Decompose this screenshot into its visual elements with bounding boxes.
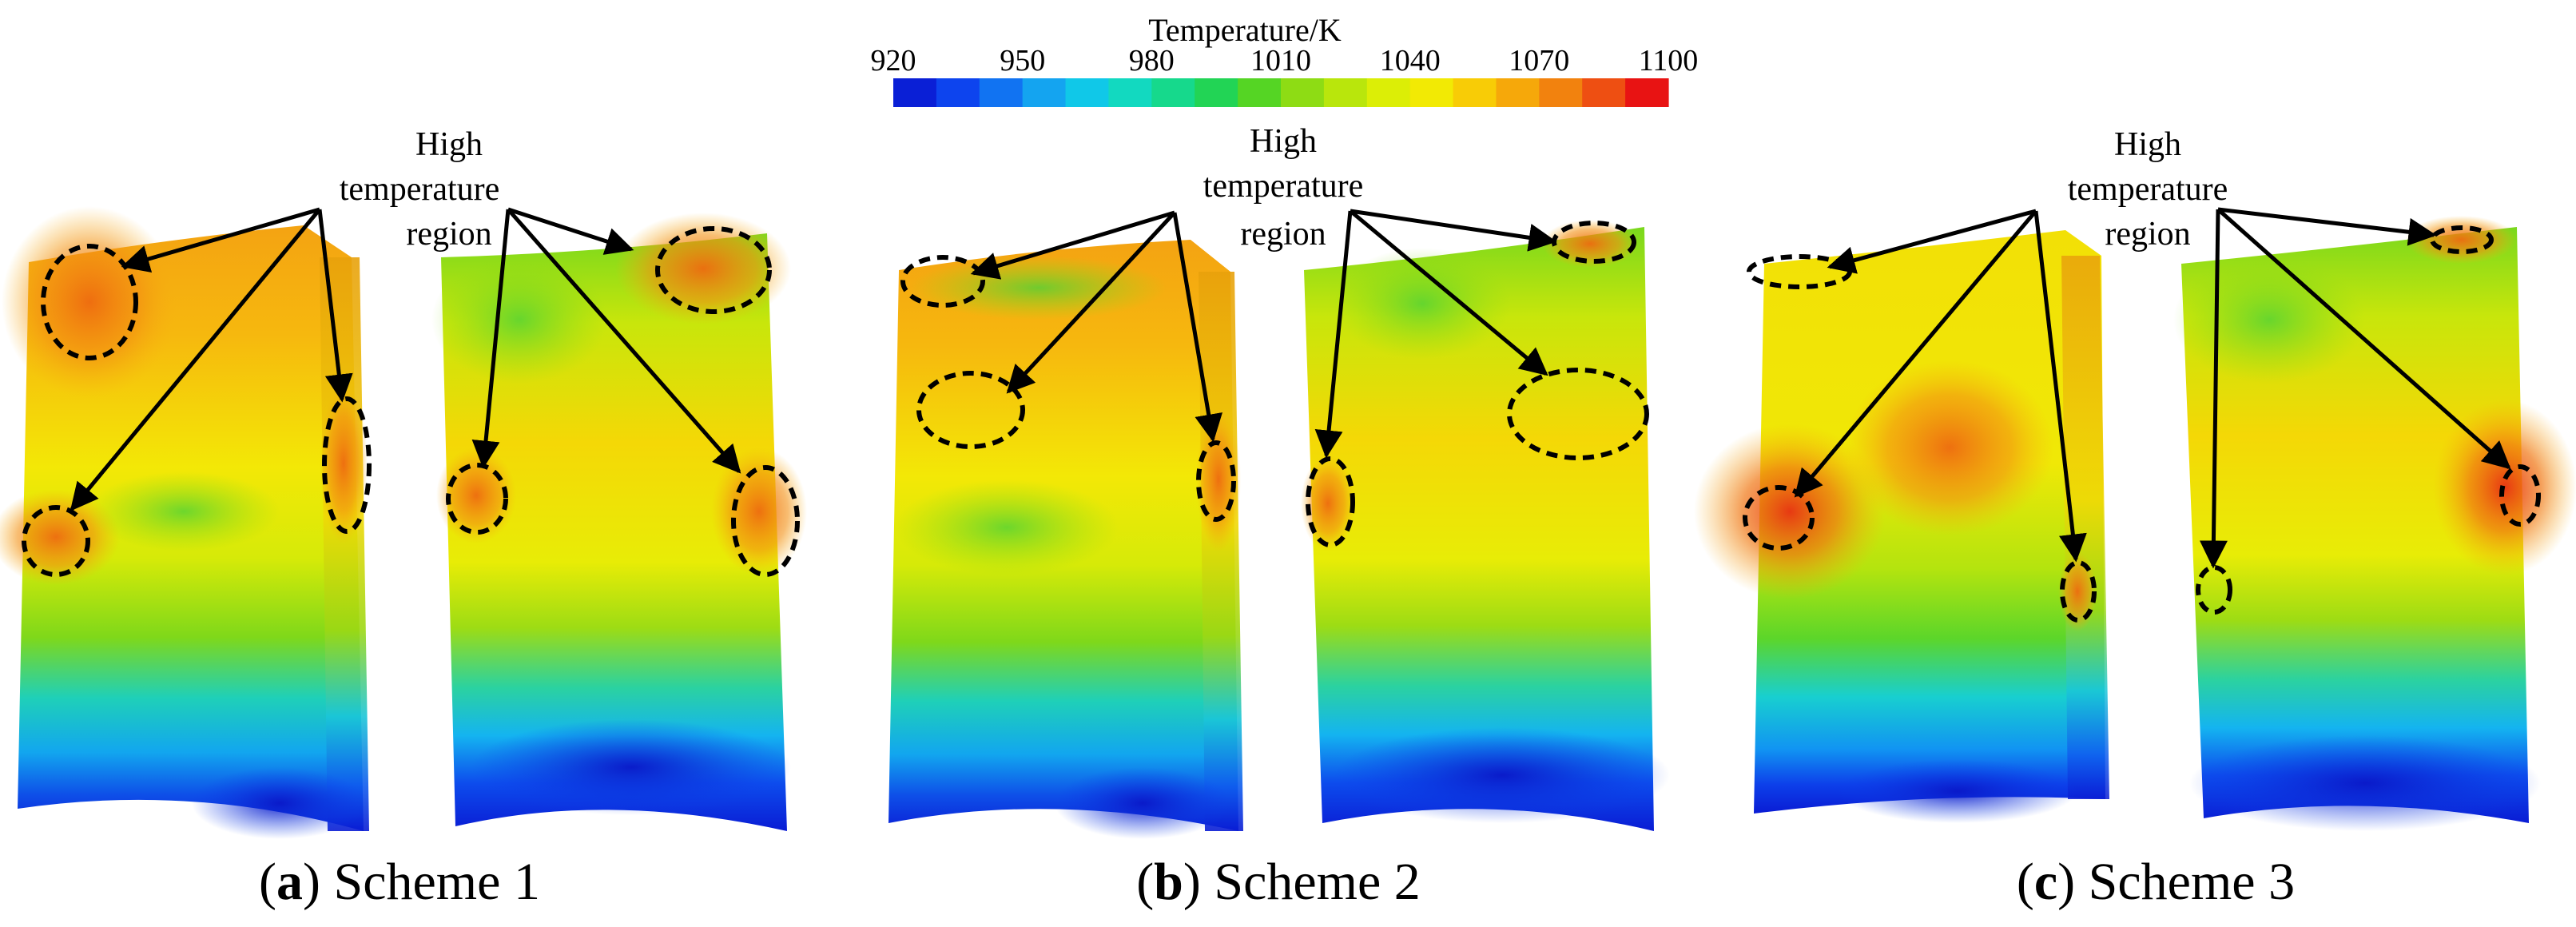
panel-a-hotspot-2	[22, 505, 90, 577]
colorbar-cell	[1409, 78, 1454, 107]
panel-b-hotspot-6	[1306, 456, 1355, 547]
colorbar-cell	[1625, 78, 1669, 107]
panel-b-blades: High temperature region	[888, 123, 1670, 839]
panel-b-left-blade-edge	[1199, 272, 1243, 831]
colorbar-tick-label: 980	[1129, 44, 1175, 78]
colorbar-cell	[1366, 78, 1411, 107]
panel-b-hotspot-3	[1196, 440, 1236, 522]
annotation-line-1: High	[1250, 123, 1317, 160]
annotation-line-3: region	[1240, 216, 1326, 253]
colorbar-cell	[1539, 78, 1583, 107]
panel-a-annotation: High temperature region	[340, 126, 500, 253]
caption-c-letter: c	[2034, 853, 2057, 911]
colorbar-tick-label: 920	[871, 44, 916, 78]
colorbar-cell	[893, 78, 937, 107]
panel-a-hotspot-1	[41, 244, 138, 360]
colorbar-cell	[1281, 78, 1325, 107]
panel-c-hotspot-6	[2196, 565, 2232, 615]
annotation-line-1: High	[415, 126, 483, 163]
panel-c-hotspot-3	[2060, 560, 2097, 623]
panel-a-blades: High temperature region	[0, 126, 807, 839]
colorbar-cell	[936, 78, 980, 107]
colorbar: Temperature/K 920 950 980 1010 1040 1070 1100	[871, 12, 1699, 107]
colorbar-cell	[1108, 78, 1152, 107]
panel-c-hotspot-4	[2430, 225, 2494, 254]
annotation-line-2: temperature	[1203, 168, 1364, 205]
panel-a-left-blade-edge	[320, 257, 369, 831]
caption-b: (b) Scheme 2	[1136, 853, 1421, 911]
colorbar-cell	[1065, 78, 1110, 107]
panel-b-annotation: High temperature region	[1203, 123, 1364, 253]
panel-c-hotspot-2	[1743, 485, 1815, 551]
annotation-line-2: temperature	[2068, 171, 2228, 208]
caption-a-letter: a	[276, 853, 303, 911]
panel-c-left-blade-edge	[2061, 256, 2109, 799]
colorbar-tick-label: 1070	[1509, 44, 1569, 78]
colorbar-tick-label: 950	[1000, 44, 1045, 78]
colorbar-cell	[1195, 78, 1238, 107]
caption-a-name: Scheme 1	[334, 853, 540, 911]
annotation-line-2: temperature	[340, 171, 500, 208]
panel-b-hotspot-5	[1507, 368, 1649, 460]
panel-b-hotspot-1	[900, 255, 985, 308]
panel-c-blades: High temperature region	[1694, 126, 2576, 831]
colorbar-cell	[1496, 78, 1540, 107]
captions: (a) Scheme 1 (b) Scheme 2 (c) Scheme 3	[259, 853, 2295, 911]
caption-c: (c) Scheme 3	[2017, 853, 2295, 911]
colorbar-tick-label: 1040	[1380, 44, 1441, 78]
panel-c-annotation: High temperature region	[2068, 126, 2228, 253]
annotation-line-3: region	[2105, 216, 2190, 253]
colorbar-cell	[1323, 78, 1368, 107]
caption-a: (a) Scheme 1	[259, 853, 540, 911]
annotation-line-3: region	[406, 216, 491, 253]
caption-c-name: Scheme 3	[2089, 853, 2295, 911]
colorbar-cell	[1238, 78, 1282, 107]
panel-a-hotspot-4	[655, 226, 772, 314]
colorbar-cell	[979, 78, 1024, 107]
colorbar-cell	[1582, 78, 1626, 107]
panel-a-hotspot-6	[731, 465, 800, 577]
colorbar-tick-label: 1010	[1250, 44, 1311, 78]
panel-a-hotspot-5	[446, 463, 508, 535]
panel-b-right-blade	[1304, 227, 1654, 831]
panel-b-hotspot-2	[916, 371, 1025, 449]
caption-b-name: Scheme 2	[1214, 853, 1420, 911]
colorbar-cells	[893, 78, 1669, 107]
colorbar-title: Temperature/K	[1148, 12, 1342, 48]
colorbar-cell	[1022, 78, 1067, 107]
colorbar-cell	[1151, 78, 1195, 107]
annotation-line-1: High	[2114, 126, 2181, 163]
caption-b-letter: b	[1154, 853, 1183, 911]
colorbar-tick-labels: 920 950 980 1010 1040 1070 1100	[871, 44, 1699, 78]
colorbar-tick-label: 1100	[1639, 44, 1699, 78]
colorbar-cell	[1453, 78, 1497, 107]
panel-c-hotspot-5	[2499, 464, 2541, 527]
